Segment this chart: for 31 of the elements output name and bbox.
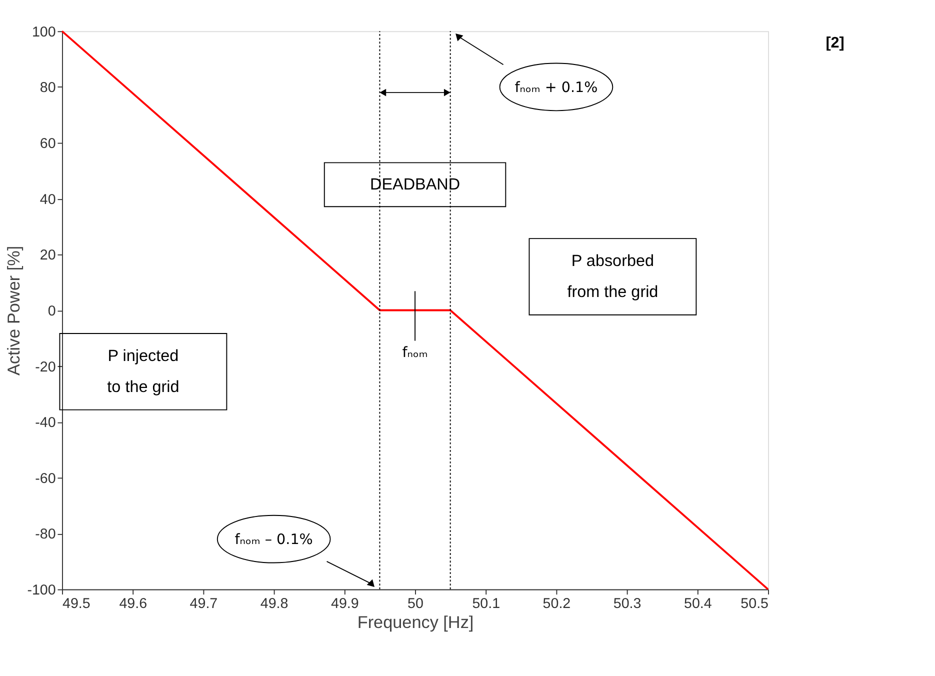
x-tick-label: 49.8 [260, 596, 288, 612]
x-tick-label: 49.6 [119, 596, 148, 612]
y-tick-label: 0 [48, 303, 56, 320]
y-tick-label: 60 [40, 136, 56, 152]
x-tick-label: 50.5 [740, 596, 769, 612]
y-tick-label: 40 [40, 192, 56, 208]
x-tick-label: 50 [408, 596, 424, 612]
annotation: DEADBAND [370, 175, 460, 194]
x-tick-label: 50.2 [542, 596, 571, 612]
y-tick-label: -100 [27, 582, 56, 599]
x-tick-label: 49.9 [330, 596, 359, 612]
x-axis-title: Frequency [Hz] [357, 612, 474, 632]
annotation: P absorbed from the grid [567, 252, 658, 302]
x-tick-label: 50.1 [472, 596, 500, 612]
y-tick-label: 20 [40, 248, 56, 264]
annotation: fₙₒₘ – 0.1% [234, 532, 313, 548]
y-tick-label: -80 [35, 526, 56, 543]
y-tick-label: -40 [35, 415, 56, 432]
x-tick-label: 50.4 [684, 596, 712, 612]
text: [2] [826, 34, 844, 52]
annotation: P injected to the grid [107, 346, 180, 396]
y-axis-title: Active Power [%] [4, 246, 24, 376]
annotation: fₙₒₘ [402, 344, 428, 361]
annotation: fₙₒₘ + 0.1% [514, 80, 598, 96]
y-tick-label: -60 [35, 470, 56, 487]
x-tick-label: 50.3 [613, 596, 642, 612]
y-tick-label: 80 [40, 80, 56, 96]
y-tick-label: 100 [32, 24, 56, 40]
x-tick-label: 49.7 [190, 596, 218, 612]
y-tick-label: -20 [35, 359, 56, 376]
x-tick-label: 49.5 [62, 596, 90, 612]
